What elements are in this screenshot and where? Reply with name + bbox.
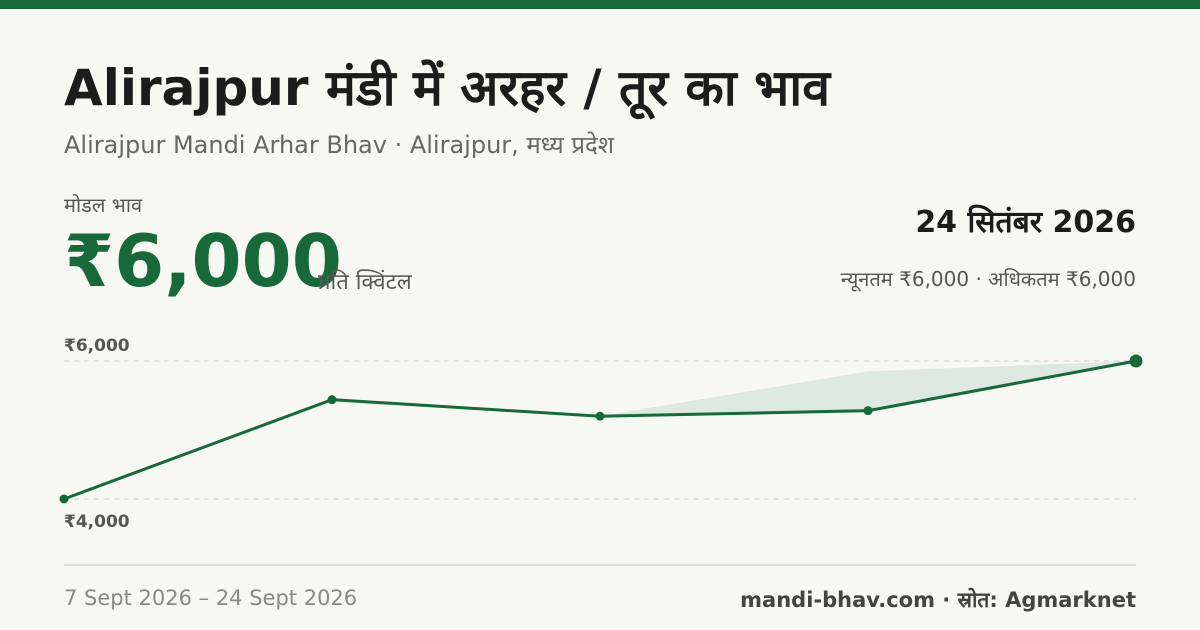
y-tick-label: ₹4,000 bbox=[64, 512, 130, 532]
source-credit: mandi-bhav.com · स्रोत: Agmarknet bbox=[740, 588, 1136, 612]
data-point bbox=[59, 494, 69, 504]
series-line bbox=[63, 359, 1137, 501]
data-point bbox=[595, 411, 605, 421]
page-subtitle: Alirajpur Mandi Arhar Bhav · Alirajpur, … bbox=[64, 131, 615, 159]
data-point bbox=[327, 395, 337, 405]
data-point bbox=[863, 406, 873, 416]
latest-data-point bbox=[1129, 354, 1143, 368]
price-unit: प्रति क्विंटल bbox=[318, 270, 412, 295]
price-range-band bbox=[64, 361, 1136, 499]
modal-price-value: ₹6,000 bbox=[64, 219, 342, 303]
footer-divider bbox=[64, 564, 1136, 566]
price-date: 24 सितंबर 2026 bbox=[915, 205, 1136, 240]
date-range: 7 Sept 2026 – 24 Sept 2026 bbox=[64, 586, 358, 610]
modal-price-label: मोडल भाव bbox=[64, 193, 143, 217]
y-tick-label: ₹6,000 bbox=[64, 336, 130, 356]
top-accent-bar bbox=[0, 0, 1200, 9]
min-max-price: न्यूनतम ₹6,000 · अधिकतम ₹6,000 bbox=[840, 267, 1136, 291]
page-title: Alirajpur मंडी में अरहर / तूर का भाव bbox=[64, 59, 831, 117]
